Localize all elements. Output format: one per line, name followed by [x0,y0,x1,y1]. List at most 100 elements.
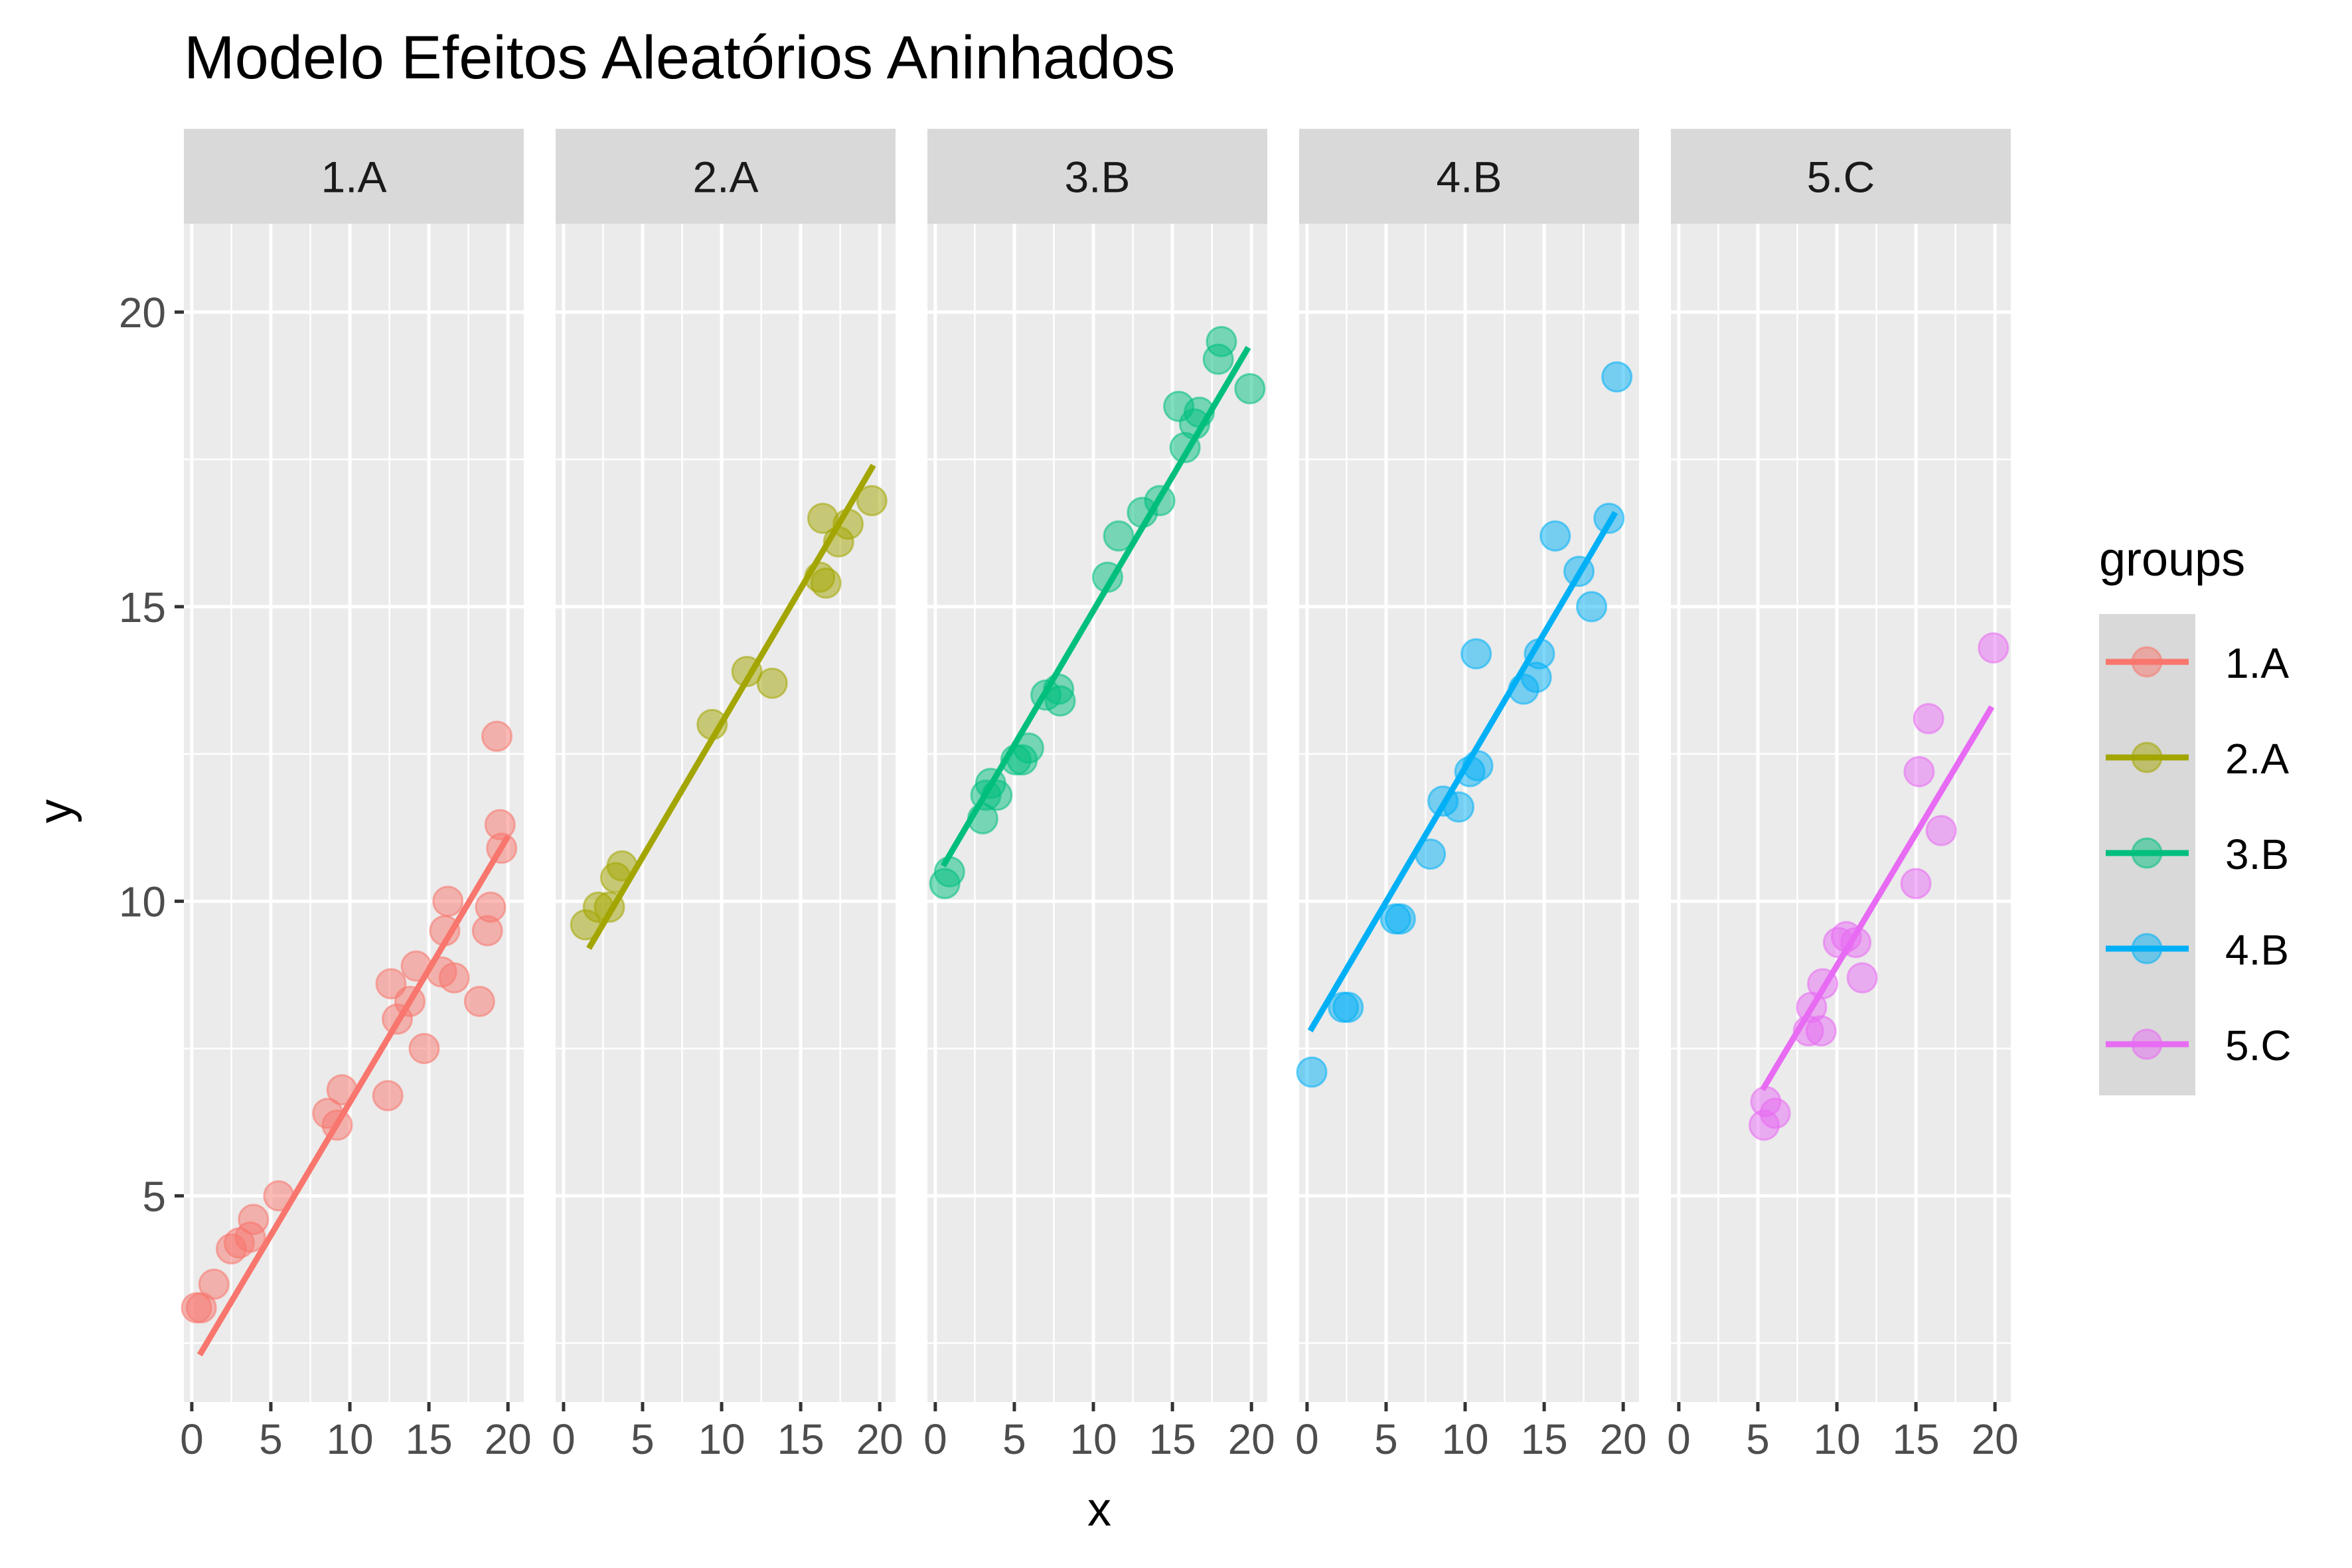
x-tick-label: 5 [631,1415,655,1463]
x-tick-label: 15 [1521,1415,1568,1463]
x-tick-label: 20 [1972,1415,2019,1463]
fit-line [1760,705,1995,1091]
x-tick-label: 0 [923,1415,947,1463]
x-tick-label: 10 [326,1415,373,1463]
x-tick-label: 5 [259,1415,283,1463]
legend-label: 5.C [2225,1022,2292,1069]
x-tick-label: 10 [1441,1415,1488,1463]
x-tick-label: 10 [1069,1415,1117,1463]
data-point [432,886,464,917]
data-point [1206,326,1237,357]
data-point [1925,815,1957,846]
y-tick-label: 5 [142,1172,166,1220]
x-tick-label: 0 [1295,1415,1319,1463]
data-point [1332,991,1364,1023]
x-tick-label: 0 [1667,1415,1691,1463]
x-tick-label: 20 [1228,1415,1275,1463]
chart-title: Modelo Efeitos Aleatórios Aninhados [184,24,1175,92]
x-tick-label: 5 [1746,1415,1770,1463]
data-point [1900,868,1932,900]
facet-strip [1299,129,1639,224]
facet-strip-label: 4.B [1436,153,1502,202]
legend-point-swatch [2131,933,2163,965]
facet-strip-label: 1.A [321,153,386,202]
x-tick-label: 15 [1893,1415,1940,1463]
data-point [1044,685,1076,717]
data-point [1460,638,1492,670]
x-tick-label: 10 [698,1415,745,1463]
facet-strip-label: 3.B [1064,153,1130,202]
data-point [1103,520,1135,552]
facet-strip [556,129,896,224]
data-point [1234,373,1266,404]
data-point [1384,903,1416,935]
y-tick-label: 20 [119,289,166,337]
x-axis-title: x [1087,1483,1111,1536]
x-tick-label: 5 [1374,1415,1398,1463]
legend-item-4.B: 4.B [2106,926,2289,974]
facet-panel-2.A: 2.A 0 5 10 15 20 [552,129,903,1463]
x-tick-label: 15 [406,1415,453,1463]
legend-label: 4.B [2225,926,2289,974]
legend-point-swatch [2131,742,2163,773]
legend-item-5.C: 5.C [2106,1022,2292,1069]
legend-label: 2.A [2225,735,2289,783]
x-tick-label: 15 [1149,1415,1196,1463]
legend-label: 1.A [2225,639,2289,687]
panel-background [1671,224,2011,1402]
data-point [1759,1097,1791,1129]
data-point [238,1204,270,1235]
legend-point-swatch [2131,646,2163,678]
facet-panels: 1.A 0 5 10 15 20 2.A 0 5 10 15 20 3.B 0 5 10 15 20 4.B 0 5 10… [180,129,2019,1463]
x-tick-label: 15 [777,1415,824,1463]
panel-background [556,224,896,1402]
fit-line [1307,510,1618,1033]
y-axis-title: y [29,799,82,823]
y-tick-label: 15 [119,584,166,631]
data-point [1846,962,1878,994]
data-point [198,1269,230,1300]
data-point [475,892,507,923]
legend-item-2.A: 2.A [2106,735,2289,783]
facet-strip-label: 2.A [692,153,758,202]
data-point [1913,703,1944,734]
legend-point-swatch [2131,837,2163,869]
y-tick-label: 10 [119,878,166,926]
y-axis: 5 10 15 20 [119,289,184,1220]
data-point [1903,755,1935,787]
legend-point-swatch [2131,1028,2163,1060]
data-point [856,485,888,516]
facet-panel-3.B: 3.B 0 5 10 15 20 [923,129,1275,1463]
facet-strip [1671,129,2011,224]
data-point [933,856,965,888]
x-tick-label: 0 [180,1415,204,1463]
data-point [1296,1056,1328,1088]
data-point [1539,520,1571,552]
legend-item-1.A: 1.A [2106,639,2289,687]
legend-label: 3.B [2225,830,2289,878]
fit-line [940,346,1251,868]
x-tick-label: 5 [1002,1415,1026,1463]
legend-title: groups [2099,533,2245,586]
data-point [1601,361,1633,393]
data-point [372,1080,404,1111]
x-tick-label: 20 [1600,1415,1647,1463]
facet-panel-4.B: 4.B 0 5 10 15 20 [1295,129,1647,1463]
fit-line [586,463,876,950]
panel-background [184,224,524,1402]
x-tick-label: 0 [552,1415,576,1463]
facet-panel-5.C: 5.C 0 5 10 15 20 [1667,129,2019,1463]
facet-strip [927,129,1267,224]
data-point [375,968,407,1000]
legend-item-3.B: 3.B [2106,830,2289,878]
facet-strip [184,129,524,224]
data-point [481,720,513,752]
data-point [463,986,495,1017]
data-point [1576,591,1608,623]
data-point [1805,1015,1837,1047]
legend: groups 1.A 2.A 3.B 4.B 5.C [2099,533,2292,1095]
data-point [408,1033,440,1064]
fit-line [196,834,511,1357]
x-tick-label: 20 [856,1415,903,1463]
